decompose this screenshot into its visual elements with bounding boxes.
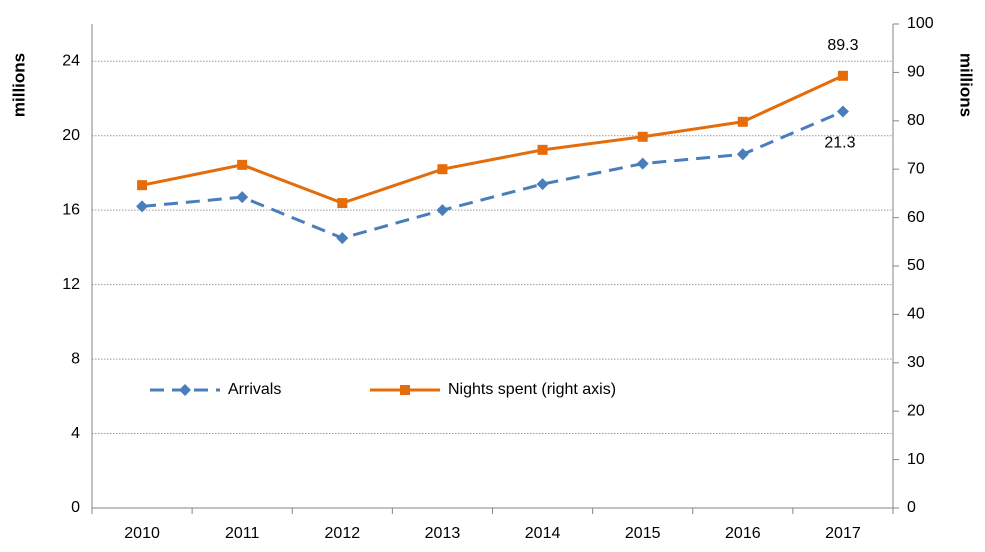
line: [141, 74, 844, 205]
y-tick-label: 0: [71, 499, 80, 516]
legend-label: Arrivals: [228, 381, 281, 398]
marker: [536, 178, 549, 191]
data-label: 21.3: [824, 135, 855, 152]
y-tick-label: 20: [62, 127, 80, 144]
marker: [737, 116, 748, 127]
y2-tick-label: 100: [907, 15, 934, 32]
marker: [736, 148, 749, 161]
y2-tick-label: 30: [907, 354, 925, 371]
marker: [437, 164, 448, 175]
marker: [837, 70, 848, 81]
line: [141, 110, 844, 240]
x-tick-label: 2011: [225, 525, 260, 542]
y-tick-label: 16: [62, 201, 80, 218]
y2-tick-label: 80: [907, 112, 925, 129]
marker: [836, 105, 849, 118]
x-tick-label: 2015: [625, 525, 661, 542]
marker: [237, 159, 248, 170]
y2-tick-label: 0: [907, 499, 916, 516]
y-tick-label: 8: [71, 350, 80, 367]
marker: [179, 384, 191, 396]
marker: [137, 180, 148, 191]
y2-tick-label: 50: [907, 257, 925, 274]
marker: [537, 144, 548, 155]
x-tick-label: 2016: [725, 525, 761, 542]
y2-tick-label: 40: [907, 306, 925, 323]
y-tick-label: 12: [62, 276, 80, 293]
marker: [136, 200, 149, 213]
data-label: 89.3: [827, 37, 858, 54]
legend-label: Nights spent (right axis): [448, 381, 616, 398]
marker: [400, 385, 410, 395]
y2-tick-label: 10: [907, 451, 925, 468]
y2-tick-label: 70: [907, 160, 925, 177]
y-axis-title: millions: [9, 53, 28, 117]
x-tick-label: 2012: [325, 525, 361, 542]
marker: [336, 232, 349, 245]
marker: [636, 157, 649, 170]
y2-tick-label: 60: [907, 209, 925, 226]
marker: [337, 198, 348, 209]
y-tick-label: 24: [62, 52, 80, 69]
x-tick-label: 2017: [825, 525, 861, 542]
y2-tick-label: 90: [907, 64, 925, 81]
y2-axis-title: millions: [957, 53, 976, 117]
marker: [436, 204, 449, 217]
y2-tick-label: 20: [907, 402, 925, 419]
x-tick-label: 2010: [124, 525, 160, 542]
y-tick-label: 4: [71, 425, 80, 442]
marker: [637, 131, 648, 142]
x-tick-label: 2014: [525, 525, 561, 542]
x-tick-label: 2013: [425, 525, 461, 542]
marker: [236, 191, 249, 204]
